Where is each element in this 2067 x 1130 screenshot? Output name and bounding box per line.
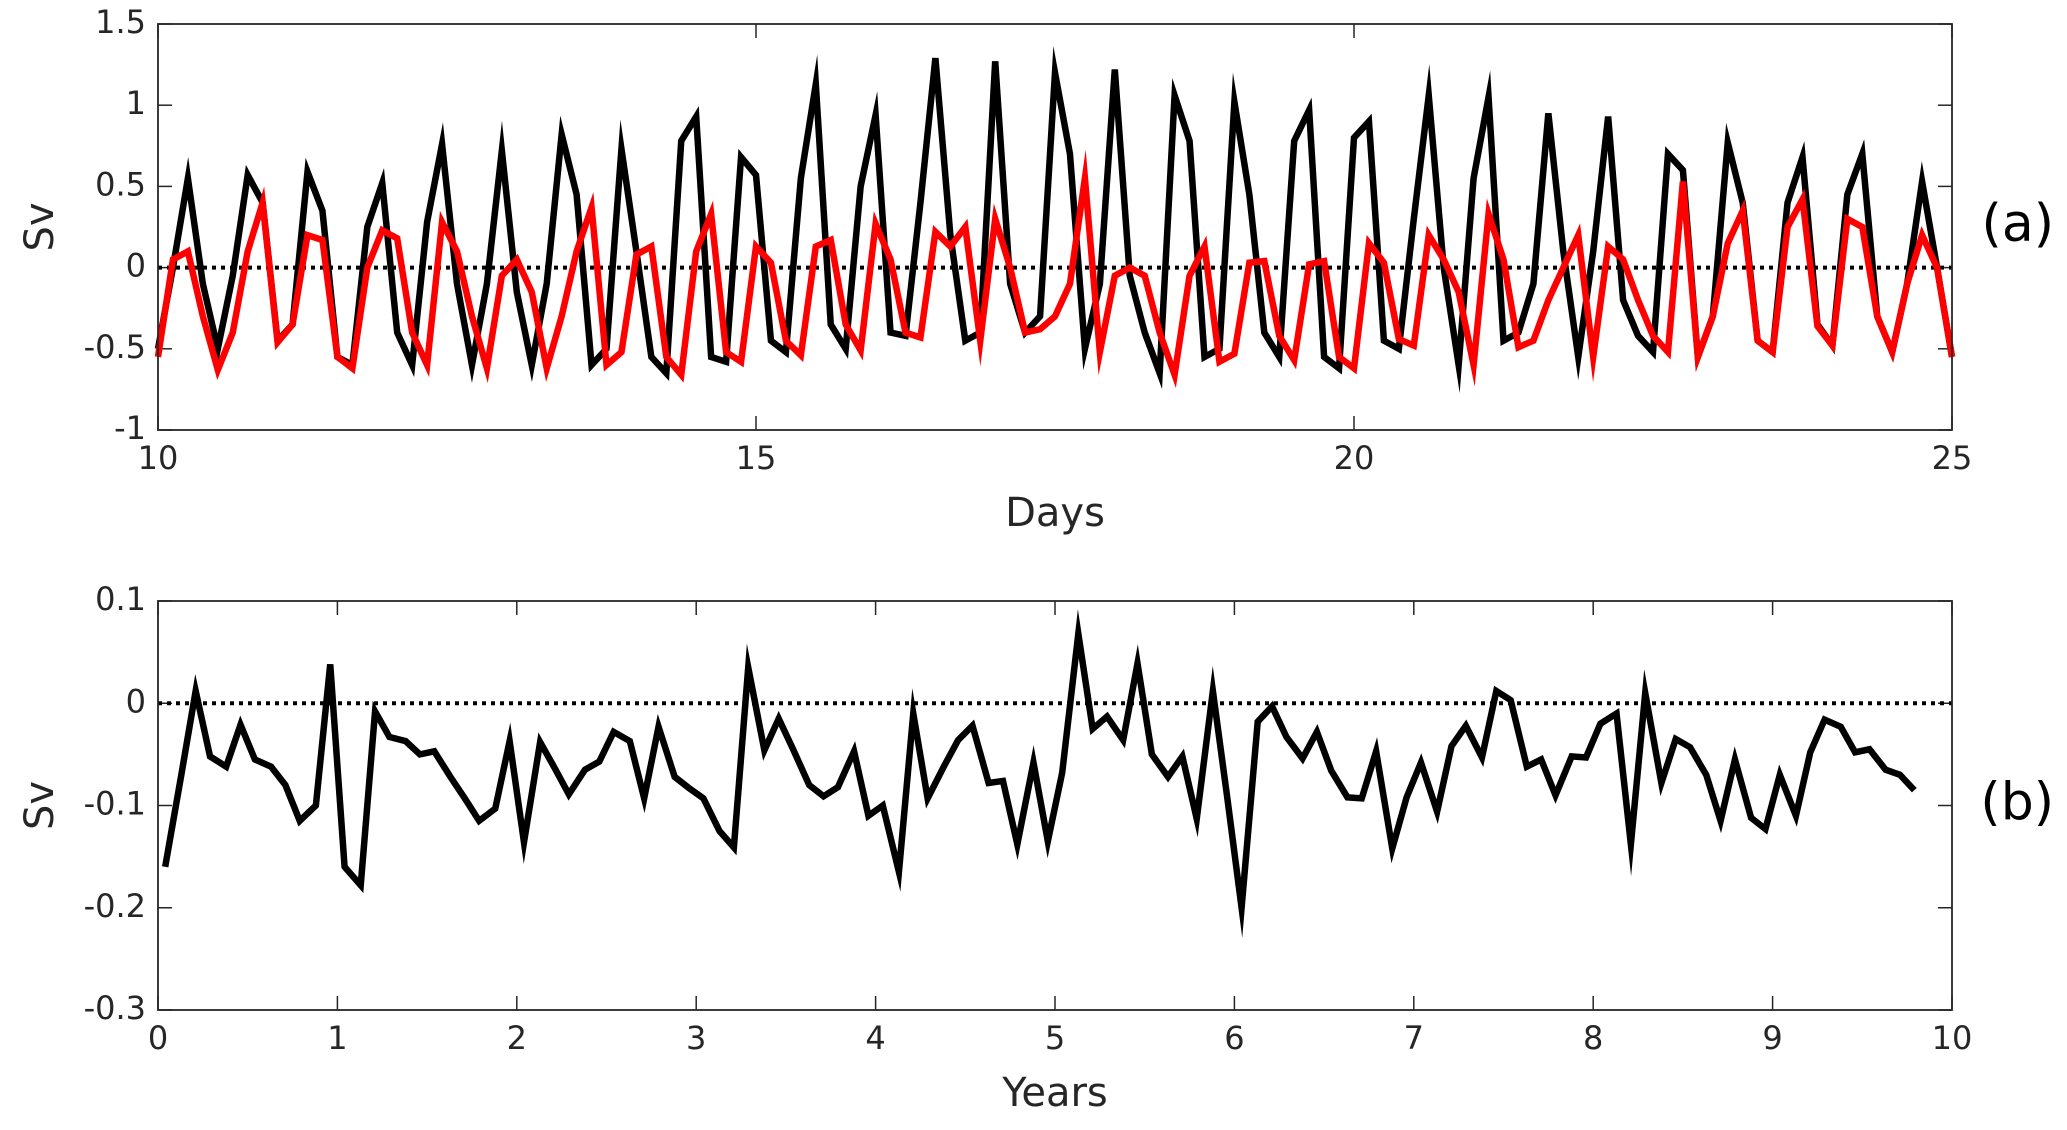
y-tick-label: 1.5: [95, 3, 146, 41]
x-tick-label: 1: [327, 1019, 347, 1057]
y-tick-label: 0: [126, 682, 146, 720]
y-tick-label: -0.3: [84, 989, 146, 1027]
data-line: [154, 149, 1956, 389]
y-tick-label: -0.1: [84, 785, 146, 823]
y-tick-label: -1: [114, 409, 146, 447]
y-tick-label: -0.2: [84, 887, 146, 925]
x-tick-label: 7: [1404, 1019, 1424, 1057]
y-tick-label: 1: [126, 84, 146, 122]
x-tick-label: 2: [507, 1019, 527, 1057]
x-tick-label: 6: [1224, 1019, 1244, 1057]
y-tick-label: -0.5: [84, 328, 146, 366]
x-axis-label: Days: [1005, 490, 1105, 536]
y-tick-label: 0: [126, 247, 146, 285]
x-tick-label: 4: [865, 1019, 885, 1057]
x-tick-label: 0: [148, 1019, 168, 1057]
panel-label: (b): [1980, 773, 2054, 833]
x-axis-label: Years: [1001, 1070, 1108, 1116]
x-tick-label: 10: [138, 439, 179, 477]
data-line: [154, 45, 1956, 394]
x-tick-label: 15: [736, 439, 777, 477]
axes-box: [157, 23, 1953, 431]
x-tick-label: 3: [686, 1019, 706, 1057]
x-tick-label: 5: [1045, 1019, 1065, 1057]
data-line: [161, 609, 1917, 938]
x-tick-label: 8: [1583, 1019, 1603, 1057]
x-tick-label: 9: [1762, 1019, 1782, 1057]
x-tick-label: 10: [1932, 1019, 1973, 1057]
x-tick-label: 25: [1932, 439, 1973, 477]
y-tick-label: 0.1: [95, 580, 146, 618]
x-tick-label: 20: [1334, 439, 1375, 477]
axes-box: [157, 600, 1953, 1011]
y-axis-label: Sv: [17, 781, 63, 830]
y-tick-label: 0.5: [95, 165, 146, 203]
panel-label: (a): [1982, 194, 2054, 254]
y-axis-label: Sv: [17, 202, 63, 251]
